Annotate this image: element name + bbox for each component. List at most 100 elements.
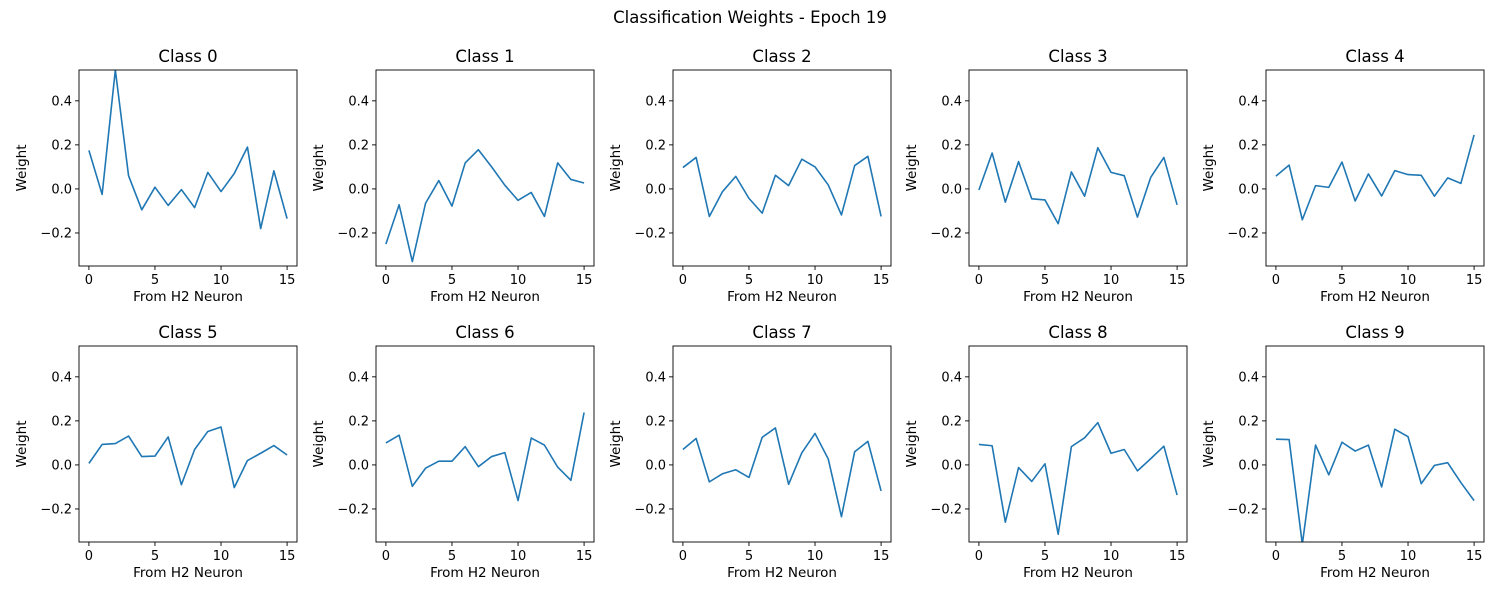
y-tick-label: −0.2: [930, 502, 962, 517]
subplot-class-6: 0 5 10 15 −0.2 0.0 0.2 0.4 Class 6 From H2 Neuron…: [311, 323, 595, 581]
subplot-class-3: 0 5 10 15 −0.2 0.0 0.2 0.4 Class 3 From H2 Neuron…: [904, 47, 1188, 305]
subplot-title: Class 3: [1048, 47, 1107, 66]
x-tick-label: 0: [975, 549, 983, 564]
subplot-class-5: 0 5 10 15 −0.2 0.0 0.2 0.4 Class 5 From H2 Neuron…: [14, 323, 298, 581]
x-axis-label: From H2 Neuron: [430, 289, 540, 305]
y-tick-label: 0.2: [645, 138, 666, 153]
x-tick-label: 10: [213, 549, 230, 564]
series-line: [88, 426, 288, 489]
x-axis-label: From H2 Neuron: [727, 565, 837, 581]
x-tick-label: 15: [1169, 549, 1186, 564]
y-tick-label: 0.2: [51, 414, 72, 429]
y-tick-label: 0.0: [645, 182, 666, 197]
subplot-class-7: 0 5 10 15 −0.2 0.0 0.2 0.4 Class 7 From H2 Neuron…: [608, 323, 892, 581]
y-tick-label: 0.4: [348, 94, 369, 109]
y-tick-label: 0.4: [1238, 370, 1259, 385]
x-tick-label: 0: [679, 549, 687, 564]
subplot-title: Class 2: [752, 47, 811, 66]
y-tick-label: −0.2: [930, 226, 962, 241]
y-tick-label: −0.2: [40, 502, 72, 517]
y-tick-label: −0.2: [1227, 226, 1259, 241]
axes-frame: [968, 345, 1188, 543]
y-tick-label: 0.2: [1238, 138, 1259, 153]
y-axis-label: Weight: [311, 144, 327, 191]
x-tick-label: 5: [745, 549, 753, 564]
x-tick-label: 15: [873, 273, 890, 288]
x-tick-label: 0: [85, 549, 93, 564]
subplot-title: Class 0: [158, 47, 217, 66]
x-tick-label: 10: [1400, 273, 1417, 288]
y-axis-label: Weight: [311, 420, 327, 467]
y-tick-label: −0.2: [1227, 502, 1259, 517]
series-line: [385, 412, 585, 502]
y-tick-label: −0.2: [634, 502, 666, 517]
y-axis-label: Weight: [1201, 420, 1217, 467]
y-axis-label: Weight: [608, 144, 624, 191]
x-tick-label: 0: [975, 273, 983, 288]
x-axis-label: From H2 Neuron: [1320, 565, 1430, 581]
x-tick-label: 10: [1103, 549, 1120, 564]
y-tick-label: 0.0: [645, 458, 666, 473]
x-tick-label: 15: [576, 549, 593, 564]
subplot-class-0: 0 5 10 15 −0.2 0.0 0.2 0.4 Class 0 From H2 Neuron…: [14, 47, 298, 305]
x-tick-label: 10: [510, 273, 527, 288]
y-tick-label: 0.0: [1238, 458, 1259, 473]
y-tick-label: 0.0: [941, 182, 962, 197]
y-tick-label: 0.0: [348, 182, 369, 197]
x-tick-label: 5: [1041, 273, 1049, 288]
y-axis-label: Weight: [14, 144, 30, 191]
x-tick-label: 5: [151, 549, 159, 564]
x-tick-label: 10: [807, 549, 824, 564]
series-line: [682, 427, 882, 518]
subplot-title: Class 8: [1048, 323, 1107, 342]
y-tick-label: 0.4: [348, 370, 369, 385]
x-tick-label: 0: [1272, 549, 1280, 564]
subplot-title: Class 9: [1345, 323, 1404, 342]
subplot-class-8: 0 5 10 15 −0.2 0.0 0.2 0.4 Class 8 From H2 Neuron…: [904, 323, 1188, 581]
x-tick-label: 0: [382, 273, 390, 288]
x-tick-label: 5: [448, 273, 456, 288]
y-tick-label: 0.2: [941, 414, 962, 429]
axes-frame: [1265, 69, 1485, 267]
x-tick-label: 10: [510, 549, 527, 564]
x-axis-label: From H2 Neuron: [133, 565, 243, 581]
axes-frame: [672, 345, 892, 543]
subplot-title: Class 7: [752, 323, 811, 342]
y-axis-label: Weight: [14, 420, 30, 467]
x-tick-label: 15: [1169, 273, 1186, 288]
y-tick-label: 0.2: [1238, 414, 1259, 429]
x-axis-label: From H2 Neuron: [430, 565, 540, 581]
x-tick-label: 10: [1400, 549, 1417, 564]
y-tick-label: −0.2: [337, 502, 369, 517]
subplot-class-4: 0 5 10 15 −0.2 0.0 0.2 0.4 Class 4 From H2 Neuron…: [1201, 47, 1485, 305]
x-axis-label: From H2 Neuron: [133, 289, 243, 305]
y-tick-label: 0.4: [941, 370, 962, 385]
x-tick-label: 15: [279, 549, 296, 564]
x-tick-label: 0: [1272, 273, 1280, 288]
y-tick-label: 0.0: [941, 458, 962, 473]
x-axis-label: From H2 Neuron: [1023, 565, 1133, 581]
x-tick-label: 15: [1466, 549, 1483, 564]
x-axis-label: From H2 Neuron: [1320, 289, 1430, 305]
series-line: [88, 70, 288, 230]
series-line: [385, 148, 585, 263]
subplot-title: Class 6: [455, 323, 514, 342]
x-tick-label: 5: [448, 549, 456, 564]
x-tick-label: 0: [679, 273, 687, 288]
x-axis-label: From H2 Neuron: [727, 289, 837, 305]
y-axis-label: Weight: [1201, 144, 1217, 191]
y-tick-label: 0.4: [941, 94, 962, 109]
x-tick-label: 10: [213, 273, 230, 288]
x-tick-label: 15: [576, 273, 593, 288]
x-tick-label: 5: [1338, 273, 1346, 288]
y-tick-label: 0.0: [51, 458, 72, 473]
axes-frame: [1265, 345, 1485, 543]
x-tick-label: 0: [85, 273, 93, 288]
x-tick-label: 5: [1041, 549, 1049, 564]
y-tick-label: 0.0: [51, 182, 72, 197]
x-tick-label: 15: [873, 549, 890, 564]
series-line: [978, 421, 1178, 536]
series-line: [682, 155, 882, 218]
axes-frame: [375, 69, 595, 267]
